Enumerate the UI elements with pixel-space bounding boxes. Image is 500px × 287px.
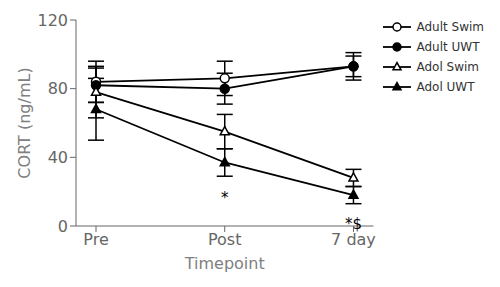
svg-text:Post: Post [208, 230, 241, 249]
svg-text:120: 120 [37, 11, 68, 30]
svg-text:CORT (ng/mL): CORT (ng/mL) [15, 67, 34, 178]
svg-text:Timepoint: Timepoint [184, 254, 265, 273]
html-text:Adult UWT: Adult UWT [416, 40, 480, 54]
svg-text:0: 0 [58, 217, 68, 236]
svg-text:80: 80 [48, 79, 68, 98]
svg-text:Pre: Pre [83, 230, 108, 249]
svg-text:7 day: 7 day [331, 230, 376, 249]
html-text:Adol Swim: Adol Swim [416, 60, 479, 74]
html-text:Adol UWT: Adol UWT [416, 80, 475, 94]
svg-text:*$: *$ [345, 215, 362, 233]
html-text:Adult Swim: Adult Swim [416, 20, 484, 34]
svg-text:40: 40 [48, 148, 68, 167]
svg-text:*: * [221, 189, 229, 207]
